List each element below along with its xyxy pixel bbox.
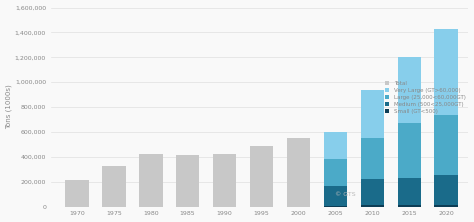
Y-axis label: Tons (1000s): Tons (1000s) <box>6 85 12 129</box>
Bar <box>398 57 421 123</box>
Legend: Total, Very Large (GT>60,000), Large (25,000<60,000GT), Medium (500<25,000GT), S: Total, Very Large (GT>60,000), Large (25… <box>385 81 465 113</box>
Bar <box>139 154 163 207</box>
Bar <box>176 155 200 207</box>
Bar <box>361 138 384 178</box>
Bar <box>361 178 384 205</box>
Bar <box>435 29 458 115</box>
Bar <box>65 180 89 207</box>
Bar <box>324 159 347 186</box>
Bar <box>287 138 310 207</box>
Bar <box>324 186 347 206</box>
Text: © GTS: © GTS <box>335 192 356 197</box>
Bar <box>361 90 384 138</box>
Bar <box>435 115 458 175</box>
Bar <box>398 178 421 205</box>
Bar <box>435 175 458 205</box>
Bar <box>398 205 421 207</box>
Bar <box>324 206 347 207</box>
Bar <box>324 132 347 159</box>
Bar <box>102 166 126 207</box>
Bar <box>398 123 421 178</box>
Bar <box>435 205 458 207</box>
Bar <box>361 205 384 207</box>
Bar <box>213 154 237 207</box>
Bar <box>250 146 273 207</box>
